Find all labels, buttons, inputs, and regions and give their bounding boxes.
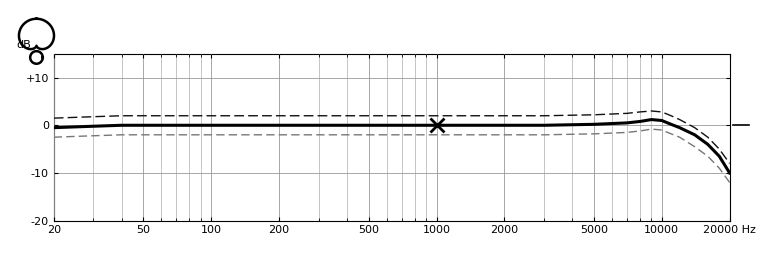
Text: dB: dB [17, 40, 31, 51]
